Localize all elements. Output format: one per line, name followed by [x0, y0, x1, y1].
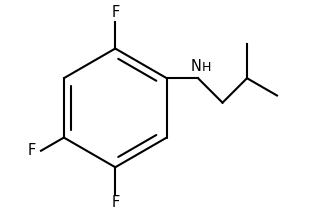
- Text: F: F: [111, 195, 119, 210]
- Text: F: F: [28, 143, 36, 158]
- Text: N: N: [191, 59, 202, 74]
- Text: F: F: [111, 5, 119, 20]
- Text: H: H: [202, 61, 211, 74]
